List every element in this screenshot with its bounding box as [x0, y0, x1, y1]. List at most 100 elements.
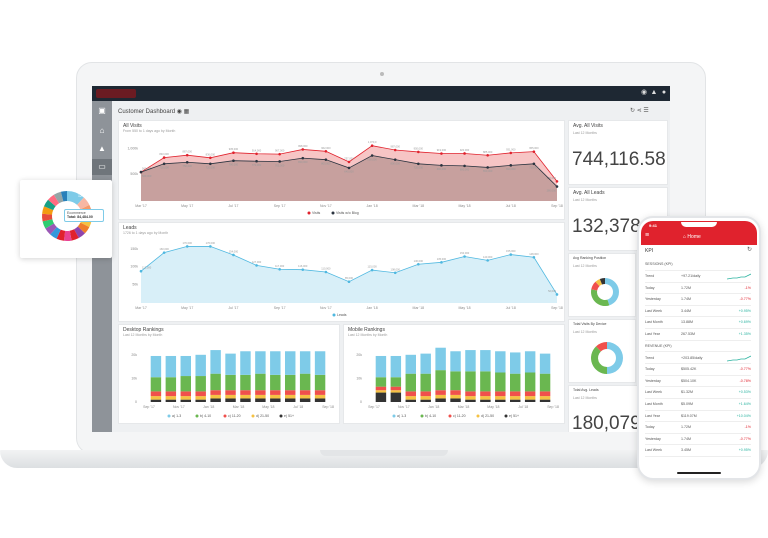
bar-segment	[195, 391, 206, 397]
globe-icon[interactable]: ◉	[176, 109, 182, 115]
bar-segment	[495, 399, 506, 402]
kpi-row[interactable]: Trend +203.85/daily	[645, 353, 751, 365]
bar-segment	[390, 392, 402, 402]
row-label: Last Week	[645, 448, 662, 453]
y-tick-label: 20k	[131, 353, 137, 357]
bar-segment	[450, 351, 461, 372]
data-label: 840,000	[159, 152, 169, 156]
row-label: Last Week	[645, 308, 662, 313]
bar-segment	[510, 391, 521, 397]
refresh-icon[interactable]: ↻	[630, 108, 636, 114]
data-point	[463, 255, 466, 258]
data-point	[463, 164, 466, 168]
home-icon[interactable]: ⌂	[99, 126, 105, 135]
kpi-row[interactable]: Last Month 13.88M +0.69%	[645, 317, 751, 329]
row-change: -1%	[744, 285, 751, 290]
x-tick-label: Jul '17	[228, 306, 238, 310]
bar-segment	[180, 396, 191, 400]
x-tick-label: Nov '17	[398, 405, 410, 409]
kpi-row[interactable]: Today 1.72M -1%	[645, 422, 751, 434]
bar-segment	[299, 394, 311, 399]
y-tick-label: 10k	[131, 376, 137, 380]
bar-segment	[405, 391, 416, 397]
bar-segment	[225, 398, 236, 402]
data-label: 931,000	[506, 147, 516, 151]
row-value: 267.53M	[681, 332, 695, 336]
data-point	[417, 150, 420, 154]
globe-icon[interactable]: ◉	[640, 89, 648, 96]
legend-marker	[448, 414, 452, 418]
kpi-row[interactable]: Yesterday 1.74M -0.77%	[645, 434, 751, 446]
alert-icon[interactable]: ▲	[98, 144, 106, 153]
kpi-row[interactable]: Last Year $119.07M +10.04%	[645, 411, 751, 423]
bar-segment	[480, 371, 491, 392]
data-point	[393, 271, 397, 275]
bar-segment	[539, 399, 551, 402]
data-point	[370, 268, 374, 272]
x-tick-label: May '17	[181, 204, 193, 208]
brand-logo[interactable]	[96, 89, 136, 98]
kpi-value: 744,116.58	[572, 149, 666, 170]
row-label: Trend	[645, 274, 655, 278]
bar-segment	[210, 390, 221, 395]
row-change: +0.95%	[738, 308, 751, 313]
x-tick-label: Sep '18	[551, 204, 563, 208]
data-point	[162, 162, 166, 166]
x-tick-label: Mar '18	[413, 204, 425, 208]
row-value: 1.74M	[681, 436, 691, 441]
bar-segment	[510, 352, 521, 374]
donut-slice	[595, 278, 603, 287]
x-tick-label: Nov '17	[320, 306, 332, 310]
bar-segment	[375, 390, 387, 393]
kpi-row[interactable]: Last Week $1.32M +0.53%	[645, 387, 751, 399]
menu-icon[interactable]: ≡	[645, 232, 650, 239]
bar-segment	[195, 376, 206, 392]
y-tick-label: 100k	[130, 265, 138, 269]
legend-marker	[476, 414, 480, 418]
kpi-row[interactable]: Last Week 3.45M +0.95%	[645, 445, 751, 457]
donut-slice	[69, 229, 79, 241]
bar-segment	[180, 399, 191, 402]
data-point	[324, 158, 328, 161]
y-tick-label: 500k	[130, 172, 138, 176]
logo-icon[interactable]: ▣	[98, 106, 106, 115]
card-subtitle: Last 12 Months by Month	[123, 333, 163, 337]
series-area	[141, 246, 557, 303]
bar-segment	[390, 355, 402, 378]
card-title: Desktop Rankings	[123, 327, 164, 333]
calendar-icon[interactable]: ▦	[183, 109, 190, 115]
home-title[interactable]: ⌂ Home	[683, 234, 701, 240]
share-icon[interactable]: ⋖	[636, 108, 642, 114]
row-change: -0.77%	[739, 297, 751, 302]
x-tick-label: Sep '17	[274, 306, 286, 310]
donut-slice	[48, 194, 60, 207]
refresh-icon[interactable]: ↻	[747, 247, 753, 253]
bell-icon[interactable]: ▲	[650, 89, 658, 96]
y-tick-label: 0	[360, 400, 362, 404]
row-change: +1.35%	[738, 332, 751, 336]
card-title: Avg. All Visits	[573, 123, 603, 129]
donut-slice	[591, 346, 607, 374]
monitor-icon[interactable]: ▭	[92, 159, 112, 175]
bar-segment	[150, 399, 162, 402]
user-icon[interactable]: ●	[661, 89, 667, 96]
kpi-row[interactable]: Today $505.42K -0.77%	[645, 364, 751, 376]
settings-icon[interactable]: ☰	[643, 108, 649, 114]
bar-segment	[420, 399, 431, 402]
kpi-row[interactable]: Last Week 3.44M +0.95%	[645, 306, 751, 318]
bar-segment	[510, 399, 521, 402]
title-text: Customer Dashboard	[118, 109, 176, 115]
row-value: 3.45M	[681, 448, 691, 453]
kpi-row[interactable]: Yesterday $504.10K -0.78%	[645, 376, 751, 388]
kpi-row[interactable]: Today 1.72M -1%	[645, 283, 751, 295]
bar-segment	[225, 353, 236, 375]
kpi-row[interactable]: Yesterday 1.74M -0.77%	[645, 294, 751, 306]
row-value: $505.42K	[681, 367, 697, 372]
kpi-row[interactable]: Trend +97.21/daily	[645, 271, 751, 283]
legend-label: c) 11-20	[228, 414, 241, 418]
data-label: 380,000	[547, 176, 557, 180]
kpi-row[interactable]: Last Year 267.53M +1.35%	[645, 329, 751, 341]
kpi-row[interactable]: Last Month $5.09M +1.64%	[645, 399, 751, 411]
data-point	[440, 152, 443, 155]
bar-segment	[240, 374, 251, 391]
